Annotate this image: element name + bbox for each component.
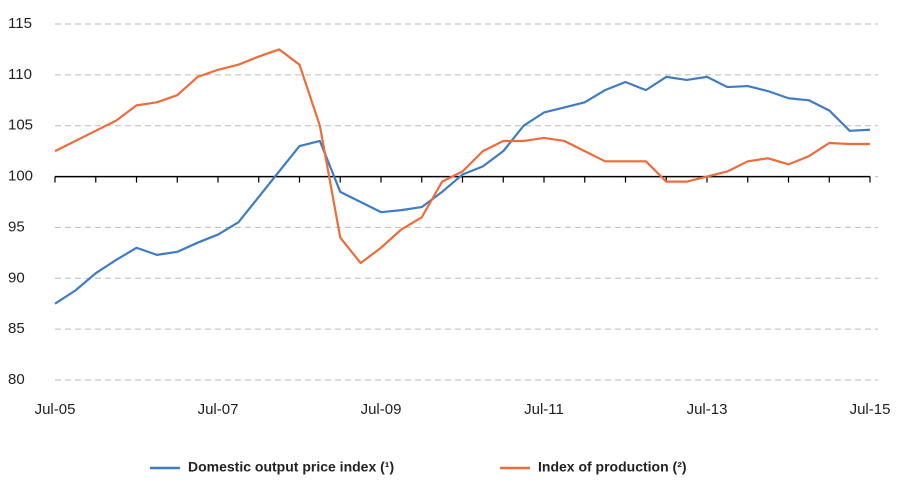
- legend-label: Domestic output price index (¹): [188, 459, 394, 475]
- y-tick-label: 80: [8, 371, 25, 388]
- y-tick-label: 90: [8, 269, 25, 286]
- series-line: [54, 75, 871, 305]
- y-tick-label: 95: [8, 218, 25, 235]
- y-tick-label: 85: [8, 320, 25, 337]
- series-line: [54, 48, 870, 265]
- legend: Domestic output price index (¹) Index of …: [150, 459, 687, 475]
- legend-label: Index of production (²): [538, 459, 687, 475]
- x-tick-label: Jul-09: [361, 401, 402, 418]
- x-tick-label: Jul-15: [850, 401, 891, 418]
- x-tick-label: Jul-05: [35, 401, 76, 418]
- y-tick-label: 100: [8, 168, 33, 185]
- x-tick-label: Jul-11: [524, 401, 564, 418]
- y-tick-label: 115: [8, 15, 32, 32]
- y-tick-label: 105: [8, 117, 33, 134]
- x-tick-label: Jul-07: [198, 401, 239, 418]
- x-tick-label: Jul-13: [687, 401, 728, 418]
- y-tick-label: 110: [8, 66, 32, 83]
